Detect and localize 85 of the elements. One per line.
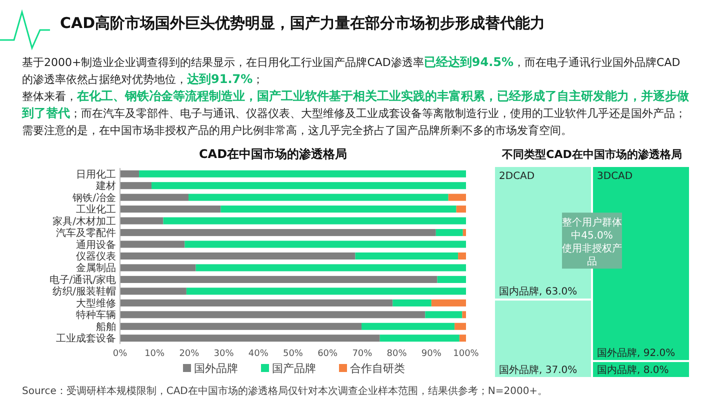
y-tick-label: 纺织/服装鞋帽 bbox=[52, 286, 116, 298]
data-label: , 37.0% bbox=[539, 365, 578, 376]
data-label: , 92.0% bbox=[637, 348, 676, 360]
text: CAD高阶市场国外巨头优势明显，国产力量在部分市场初步形成替代能力 bbox=[60, 14, 546, 33]
x-tick-label: 40% bbox=[248, 349, 269, 359]
x-tick-label: 80% bbox=[386, 349, 408, 359]
bar bbox=[456, 206, 466, 213]
data-label: , 63.0% bbox=[539, 286, 578, 298]
bar bbox=[120, 240, 185, 248]
text: 2DCAD bbox=[499, 171, 535, 182]
bar bbox=[458, 252, 466, 260]
bar bbox=[355, 252, 458, 260]
y-tick-label: 金属制品 bbox=[76, 262, 116, 274]
bar bbox=[120, 288, 186, 295]
bar bbox=[120, 170, 140, 178]
y-tick-label: 特种车辆 bbox=[76, 309, 116, 322]
bar bbox=[120, 206, 221, 213]
bar bbox=[120, 217, 164, 224]
x-tick-label: 20% bbox=[179, 349, 200, 359]
y-tick-label: 钢铁/冶金 bbox=[72, 192, 116, 204]
bar bbox=[454, 322, 466, 330]
x-tick-label: 30% bbox=[214, 349, 234, 359]
bar bbox=[120, 334, 380, 342]
bar bbox=[120, 322, 362, 330]
bar bbox=[437, 276, 466, 283]
bar bbox=[120, 229, 436, 236]
legend-label: 合作自研类 bbox=[350, 362, 405, 375]
text: 3DCAD bbox=[597, 171, 633, 182]
bar bbox=[120, 276, 438, 283]
bar bbox=[425, 311, 462, 318]
x-tick-label: 50% bbox=[282, 349, 304, 359]
bar bbox=[188, 194, 448, 201]
data-label: , 8.0% bbox=[637, 365, 669, 376]
y-tick-label: 电子/通讯/家电 bbox=[49, 274, 116, 286]
bar bbox=[151, 182, 466, 190]
text: 基于2000+制造业企业调查得到的结果显示，在日用化工行业国产品牌CAD渗透率已经达到94.5%，而在电子通讯行业国外品牌CAD的渗透率依然占据绝对优势地位，达到91.7%； bbox=[22, 55, 680, 86]
bar bbox=[459, 334, 466, 342]
y-tick-label: 船舶 bbox=[96, 320, 116, 333]
bar bbox=[184, 240, 466, 248]
x-tick-label: 100% bbox=[453, 349, 480, 359]
category-label: 国内品牌 bbox=[499, 286, 539, 298]
text: 整体来看，在化工、钢铁冶金等流程制造业，国产工业软件基于相关工业实践的丰富积累，已经形成了自主研发能力，并逐步做到了替代；而在汽车及零部件、电子与通讯、仪器仪表、大型维修及工业成套设备等离散制造行业，使用的工业软件几乎还是国外产品； bbox=[22, 89, 689, 120]
bar bbox=[362, 322, 455, 330]
chart-title: CAD在中国市场的渗透格局 bbox=[198, 147, 348, 161]
category-label: 国外品牌 bbox=[597, 347, 637, 360]
bar bbox=[220, 206, 456, 213]
x-tick-label: 90% bbox=[421, 349, 442, 359]
y-tick-label: 仪器仪表 bbox=[76, 250, 116, 262]
bar bbox=[120, 264, 196, 272]
y-tick-label: 日用化工 bbox=[76, 168, 116, 180]
bar bbox=[120, 252, 356, 260]
y-tick-label: 工业成套设备 bbox=[56, 332, 116, 345]
x-tick-label: 70% bbox=[352, 349, 373, 359]
bar bbox=[139, 170, 466, 178]
bar bbox=[120, 182, 152, 190]
y-tick-label: 工业化工 bbox=[76, 204, 116, 216]
bar bbox=[380, 334, 460, 342]
y-tick-label: 通用设备 bbox=[76, 238, 116, 251]
x-tick-label: 0% bbox=[112, 349, 128, 359]
legend-label: 国产品牌 bbox=[272, 362, 316, 375]
x-tick-label: 10% bbox=[144, 349, 166, 359]
bar bbox=[448, 194, 466, 201]
y-tick-label: 建材 bbox=[95, 180, 116, 192]
bar bbox=[196, 264, 466, 272]
text: 需要注意的是，在中国市场非授权产品的用户比例非常高，这几乎完全挤占了国产品牌所剩不多的市场发育空间。 bbox=[22, 124, 572, 137]
bar bbox=[462, 229, 466, 236]
legend-label: 国外品牌 bbox=[194, 362, 238, 375]
text: 不同类型CAD在中国市场的渗透格局 bbox=[501, 148, 682, 161]
x-tick-label: 60% bbox=[318, 349, 338, 359]
bar bbox=[120, 311, 426, 318]
bar bbox=[431, 299, 466, 306]
bar bbox=[163, 217, 466, 224]
bar bbox=[392, 299, 432, 306]
bar bbox=[120, 194, 189, 201]
bar bbox=[186, 288, 466, 295]
bar bbox=[120, 299, 393, 306]
y-tick-label: 大型维修 bbox=[76, 297, 116, 310]
text: 整个用户群体中45.0%使用非授权产品 bbox=[562, 216, 622, 268]
category-label: 国外品牌 bbox=[499, 364, 539, 376]
bar bbox=[462, 311, 466, 318]
bar bbox=[436, 229, 463, 236]
y-tick-label: 汽车及零配件 bbox=[56, 227, 116, 240]
y-tick-label: 家具/木材加工 bbox=[52, 215, 116, 228]
source-note: Source：受调研样本规模限制，CAD在中国市场的渗透格局仅针对本次调查企业样本范围，结果供参考；N=2000+。 bbox=[22, 384, 548, 398]
category-label: 国内品牌 bbox=[597, 364, 637, 376]
